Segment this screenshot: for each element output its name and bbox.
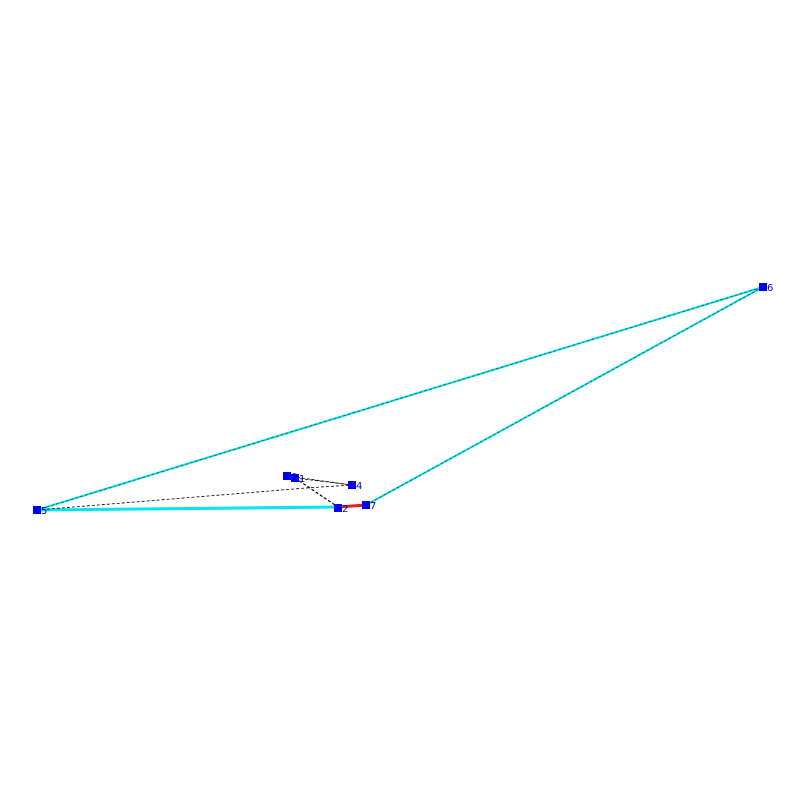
edges: [36, 286, 764, 512]
node-marker: [291, 474, 299, 482]
edge: [305, 484, 353, 489]
node-marker: [362, 501, 370, 509]
edge: [36, 505, 339, 512]
edge: [365, 286, 764, 506]
node-marker: [334, 504, 342, 512]
node-label: 5: [41, 506, 47, 517]
nodes: 0124567: [33, 283, 773, 517]
node-marker: [348, 481, 356, 489]
edge: [36, 286, 764, 511]
node-label: 4: [356, 481, 362, 492]
edge: [294, 477, 339, 508]
node-marker: [283, 472, 291, 480]
edge: [337, 503, 367, 509]
node-label: 1: [299, 474, 305, 485]
node-marker: [33, 506, 41, 514]
node-marker: [759, 283, 767, 291]
node-label: 6: [767, 283, 773, 294]
node-label: 7: [370, 501, 376, 512]
node-label: 2: [342, 504, 348, 515]
